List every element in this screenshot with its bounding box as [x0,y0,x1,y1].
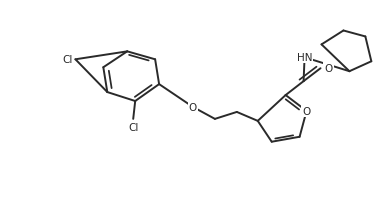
Text: Cl: Cl [62,55,73,65]
Text: HN: HN [297,53,312,63]
Text: Cl: Cl [128,122,138,132]
Text: O: O [303,106,311,116]
Text: O: O [324,64,333,74]
Text: O: O [189,102,197,112]
